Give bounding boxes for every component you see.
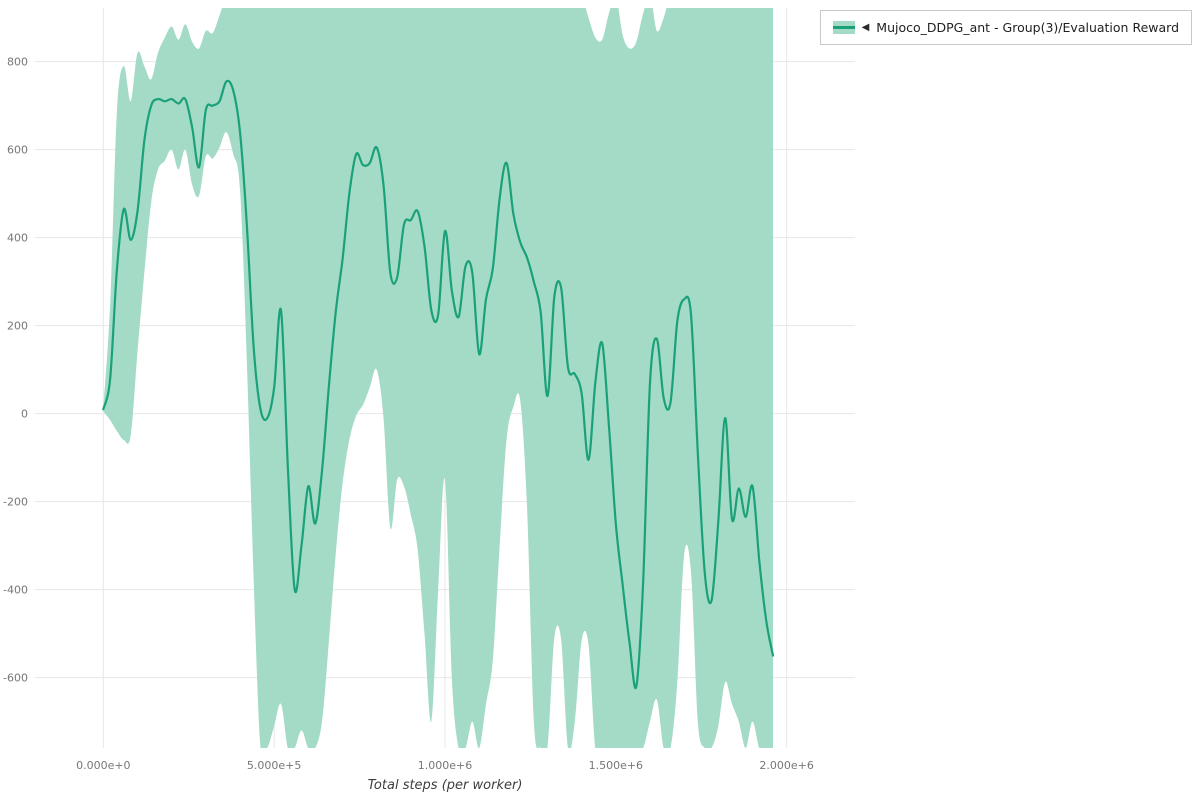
legend-series-swatch (832, 21, 855, 34)
y-tick-label: -400 (3, 584, 28, 597)
plot-area (102, 8, 775, 748)
confidence-band (103, 8, 773, 748)
y-tick-label: 400 (7, 232, 28, 245)
y-tick-label: 800 (7, 56, 28, 69)
axis-tick-labels: 800 600 400 200 0 -200 -400 -600 0.000e+0 5.000e+… (3, 56, 814, 772)
mean-line (102, 79, 775, 690)
x-tick-label: 5.000e+5 (247, 759, 301, 772)
y-tick-label: -600 (3, 672, 28, 685)
legend-collapse-icon[interactable]: ◀ (861, 21, 870, 33)
x-tick-label: 0.000e+0 (76, 759, 130, 772)
legend-series-label: Mujoco_DDPG_ant - Group(3)/Evaluation Re… (876, 20, 1179, 35)
x-tick-label: 1.000e+6 (418, 759, 472, 772)
x-tick-label: 2.000e+6 (759, 759, 813, 772)
y-tick-label: 200 (7, 320, 28, 333)
y-tick-label: 600 (7, 144, 28, 157)
legend[interactable]: ◀ Mujoco_DDPG_ant - Group(3)/Evaluation … (819, 10, 1192, 45)
y-tick-label: 0 (21, 408, 28, 421)
y-tick-label: -200 (3, 496, 28, 509)
x-axis-title: Total steps (per worker) (367, 778, 523, 793)
legend-swatch-line (832, 26, 855, 29)
x-tick-label: 1.500e+6 (589, 759, 643, 772)
